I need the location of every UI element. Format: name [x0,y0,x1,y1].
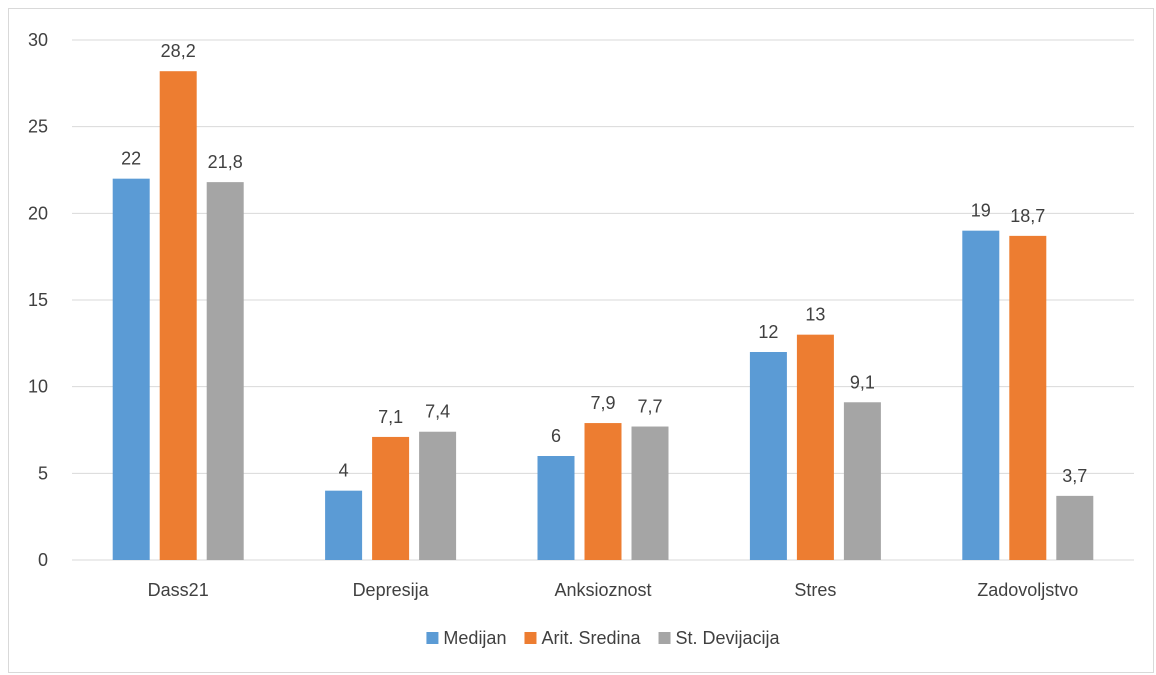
bar-st-devijacija-zadovoljstvo [1056,495,1094,560]
data-label: 7,7 [637,397,662,417]
x-category-label: Zadovoljstvo [977,580,1078,600]
y-tick-label: 20 [28,203,48,223]
y-tick-label: 15 [28,290,48,310]
x-category-label: Depresija [353,580,430,600]
y-axis-tick-labels: 0 5 10 15 20 25 30 [28,30,48,570]
legend: Medijan Arit. Sredina St. Devijacija [426,628,781,648]
bar-arit-sredina-zadovoljstvo [1009,235,1047,560]
data-labels: 22 28,2 21,8 4 7,1 7,4 6 7,9 7,7 12 13 9,1 19 18,7 3,7 [121,41,1087,486]
gridlines [72,39,1134,561]
legend-label: Arit. Sredina [541,628,641,648]
bars [112,71,1094,560]
x-axis: Dass21 Depresija Anksioznost Stres Zadovoljs… [148,580,1079,600]
x-category-label: Anksioznost [554,580,651,600]
data-label: 7,1 [378,407,403,427]
bar-medijan-depresija [325,490,363,560]
data-label: 18,7 [1010,206,1045,226]
bar-st-devijacija-stres [843,402,881,560]
legend-swatch [524,632,537,644]
data-label: 13 [805,305,825,325]
data-label: 12 [758,322,778,342]
y-tick-label: 10 [28,377,48,397]
legend-item: Arit. Sredina [524,628,642,648]
legend-item: Medijan [426,628,506,648]
data-label: 28,2 [161,41,196,61]
bar-medijan-dass21 [112,178,150,560]
legend-swatch [426,632,439,644]
bar-medijan-zadovoljstvo [962,230,1000,560]
data-label: 7,4 [425,402,450,422]
bar-arit-sredina-stres [796,334,834,560]
bar-medijan-stres [749,352,787,560]
x-category-label: Stres [794,580,836,600]
legend-label: Medijan [443,628,506,648]
data-label: 9,1 [850,372,875,392]
x-category-label: Dass21 [148,580,209,600]
bar-st-devijacija-depresija [419,431,457,560]
data-label: 6 [551,426,561,446]
data-label: 19 [971,201,991,221]
data-label: 7,9 [590,393,615,413]
bar-arit-sredina-depresija [372,436,410,560]
legend-label: St. Devijacija [676,628,781,648]
data-label: 3,7 [1062,466,1087,486]
legend-swatch [658,632,671,644]
legend-item: St. Devijacija [658,628,781,648]
y-tick-label: 0 [38,550,48,570]
y-tick-label: 30 [28,30,48,50]
data-label: 21,8 [208,152,243,172]
data-label: 4 [339,461,349,481]
y-tick-label: 5 [38,463,48,483]
bar-arit-sredina-dass21 [159,71,197,560]
data-label: 22 [121,149,141,169]
bar-st-devijacija-anksioznost [631,426,669,560]
bar-st-devijacija-dass21 [206,182,244,560]
bar-arit-sredina-anksioznost [584,423,622,560]
y-tick-label: 25 [28,117,48,137]
bar-medijan-anksioznost [537,456,575,560]
